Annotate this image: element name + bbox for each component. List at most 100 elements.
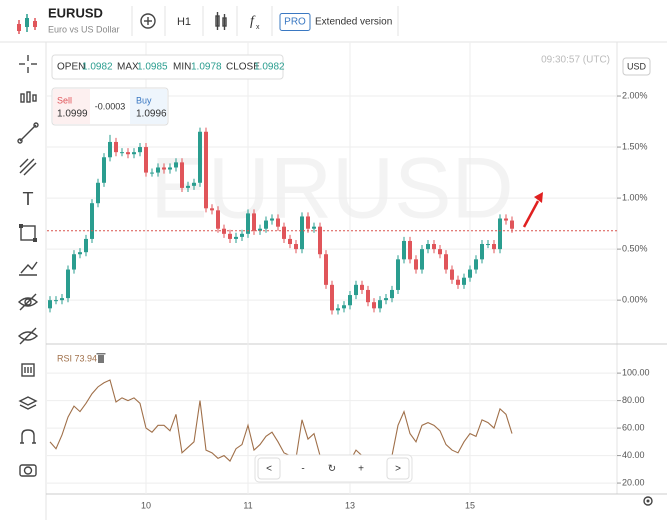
y-tick-label: 1.00% (622, 192, 648, 202)
chart-type-button[interactable] (215, 12, 227, 30)
candle-body (120, 152, 124, 154)
sell-label[interactable]: Sell (57, 95, 72, 105)
candle-body (240, 233, 244, 237)
candle-body (192, 182, 196, 186)
add-indicator-button[interactable] (140, 13, 156, 29)
candle-body (384, 298, 388, 301)
candle-body (462, 277, 466, 285)
nav-button-label[interactable]: - (301, 464, 304, 475)
candle-body (312, 226, 316, 229)
candle-body (156, 167, 160, 173)
candle-body (252, 213, 256, 231)
candle-body (366, 289, 370, 303)
candle-body (480, 244, 484, 260)
candle-body (72, 254, 76, 270)
candle-body (486, 244, 490, 246)
nav-button-label[interactable]: ↻ (328, 464, 336, 475)
nav-button-label[interactable]: > (395, 464, 401, 475)
y-tick-label: 80.00 (622, 395, 645, 405)
candle-body (108, 141, 112, 158)
candle-body (318, 226, 322, 255)
sell-price[interactable]: 1.0999 (57, 109, 88, 120)
candle-body (288, 238, 292, 245)
candle-body (294, 244, 298, 250)
nav-button[interactable] (386, 457, 410, 480)
candle-body (510, 220, 514, 229)
candle-body (258, 228, 262, 231)
ohlc-value: 1.0982 (254, 62, 285, 73)
candle-body (126, 152, 130, 155)
candle-body (450, 269, 454, 280)
ohlc-label: MAX (117, 62, 139, 73)
candle-body (342, 305, 346, 309)
y-tick-label: 100.00 (622, 367, 650, 377)
logo (17, 14, 37, 34)
candle-body (492, 244, 496, 250)
x-tick-label: 13 (345, 500, 355, 510)
candle-body (390, 289, 394, 299)
candle-body (150, 172, 154, 174)
candle-body (114, 141, 118, 153)
candle-body (132, 152, 136, 155)
nav-button-label[interactable]: + (358, 464, 364, 475)
pro-text[interactable]: Extended version (315, 17, 392, 28)
candle-body (474, 259, 478, 270)
candle-body (246, 213, 250, 234)
candle-body (54, 300, 58, 302)
rsi-line (49, 379, 513, 479)
settings-icon[interactable] (643, 496, 653, 506)
currency[interactable]: USD (627, 61, 647, 71)
buy-button[interactable] (130, 89, 167, 124)
left-tools[interactable]: T (17, 55, 39, 477)
y-tick-label: 60.00 (622, 422, 645, 432)
candle-body (210, 208, 214, 211)
candle-body (186, 185, 190, 188)
candle-body (402, 240, 406, 260)
formula-icon[interactable]: f (250, 14, 256, 29)
candle-body (372, 302, 376, 309)
interval-button[interactable]: H1 (177, 16, 191, 28)
trash-lid (96, 353, 106, 355)
x-tick-label: 10 (141, 500, 151, 510)
y-tick-label: 20.00 (622, 477, 645, 487)
candle-body (264, 220, 268, 229)
clock: 09:30:57 (UTC) (541, 55, 610, 66)
candle-body (324, 254, 328, 285)
candle-body (222, 228, 226, 234)
buy-label[interactable]: Buy (136, 95, 152, 105)
candle-body (438, 249, 442, 255)
candle-body (270, 218, 274, 221)
y-tick-label: 0.50% (622, 243, 648, 253)
nav-button-label[interactable]: < (266, 464, 272, 475)
y-tick-label: 40.00 (622, 450, 645, 460)
ohlc-value: 1.0978 (191, 62, 222, 73)
pro-badge-box[interactable] (279, 13, 311, 31)
trash-can (98, 355, 104, 363)
candle-body (426, 244, 430, 250)
candle-body (300, 216, 304, 250)
candle-body (66, 269, 70, 299)
text-tool-icon[interactable]: T (23, 189, 34, 209)
watermark: EURUSD (150, 141, 513, 237)
currency-box[interactable] (622, 57, 651, 76)
indicator-title: RSI 73.94 (57, 353, 97, 363)
candle-body (180, 162, 184, 188)
candle-body (330, 284, 334, 311)
ohlc-label: MIN (173, 62, 191, 73)
nav-button[interactable] (257, 457, 281, 480)
candle-body (84, 238, 88, 253)
ohlc-label: CLOSE (226, 62, 260, 73)
buy-price[interactable]: 1.0996 (136, 109, 167, 120)
sell-button[interactable] (53, 89, 90, 124)
candle-body (396, 259, 400, 290)
formula-icon-sub: x (256, 24, 260, 31)
trend-arrow (522, 192, 543, 228)
candle-body (408, 240, 412, 260)
candle-body (468, 269, 472, 278)
delete-indicator-icon[interactable] (96, 353, 106, 363)
pro-badge[interactable]: PRO (284, 17, 306, 28)
y-tick-label: 0.00% (622, 295, 648, 305)
candle-body (144, 147, 148, 173)
